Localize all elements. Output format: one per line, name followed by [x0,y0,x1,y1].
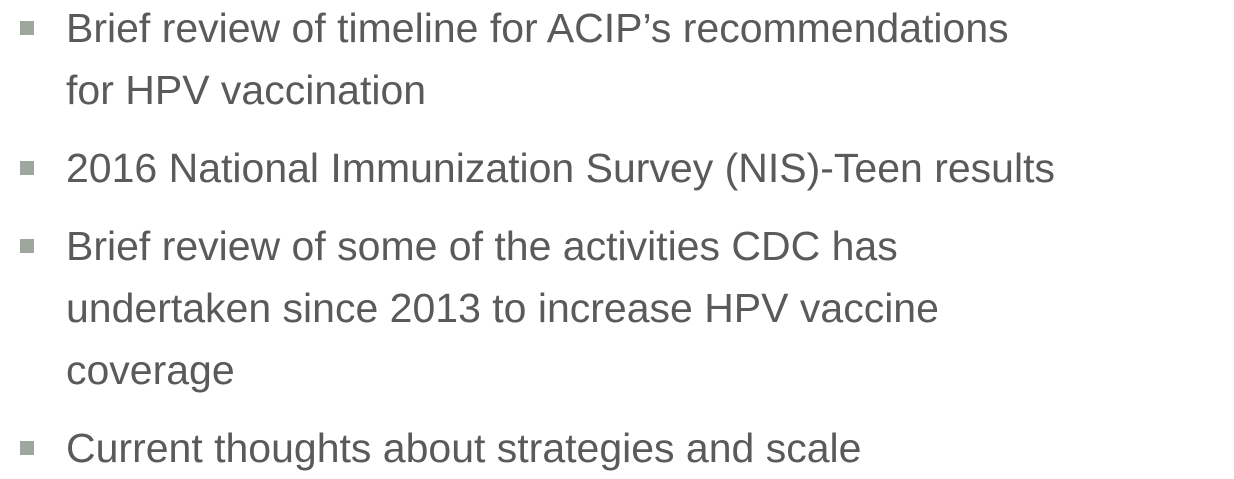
bullet-item: Brief review of timeline for ACIP’s reco… [0,0,1234,121]
bullet-text: undertaken since 2013 to increase HPV va… [66,285,939,331]
bullet-text: coverage [66,347,235,393]
bullet-item: Brief review of some of the activities C… [0,215,1234,401]
bullet-marker [20,239,34,253]
bullet-marker [20,441,34,455]
bullet-marker [20,161,34,175]
bullet-item: Current thoughts about strategies and sc… [0,417,1234,479]
bullet-text: Current thoughts about strategies and sc… [66,425,862,471]
bullet-marker [20,21,34,35]
bullet-item: 2016 National Immunization Survey (NIS)-… [0,137,1234,199]
bullet-text: for HPV vaccination [66,67,427,113]
bullet-text: 2016 National Immunization Survey (NIS)-… [66,145,1055,191]
bullet-text: Brief review of some of the activities C… [66,223,898,269]
bullet-text: Brief review of timeline for ACIP’s reco… [66,5,1009,51]
